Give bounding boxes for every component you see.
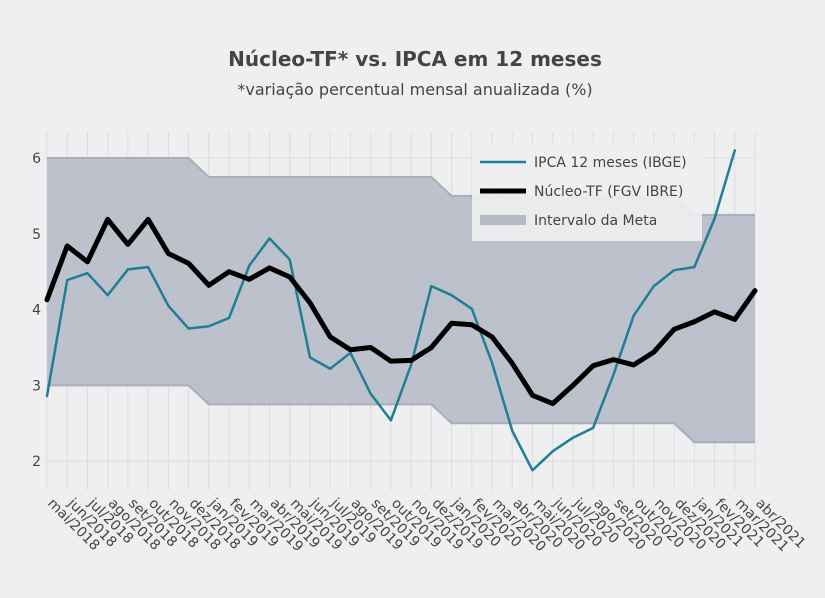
legend-label-ipca: IPCA 12 meses (IBGE) (534, 155, 687, 171)
data-point-0 (471, 308, 473, 310)
data-point-1 (410, 359, 412, 361)
data-point-1 (714, 311, 716, 313)
data-point-1 (309, 302, 311, 304)
data-point-0 (491, 362, 493, 364)
data-point-1 (66, 245, 68, 247)
data-point-1 (147, 218, 149, 220)
data-point-1 (653, 351, 655, 353)
data-point-0 (552, 450, 554, 452)
y-axis: 2 3 4 5 6 (32, 151, 41, 470)
data-point-1 (673, 328, 675, 330)
data-point-1 (592, 365, 594, 367)
chart-title: Núcleo-TF* vs. IPCA em 12 meses (228, 47, 602, 71)
y-tick-label: 2 (32, 454, 41, 470)
data-point-0 (633, 315, 635, 317)
data-point-0 (390, 419, 392, 421)
data-point-0 (208, 325, 210, 327)
data-point-1 (511, 362, 513, 364)
data-point-0 (370, 393, 372, 395)
data-point-0 (430, 285, 432, 287)
data-point-1 (188, 262, 190, 264)
data-point-1 (693, 321, 695, 323)
data-point-1 (370, 347, 372, 348)
data-point-0 (228, 317, 230, 319)
data-point-0 (248, 265, 250, 267)
data-point-0 (592, 427, 594, 429)
data-point-0 (188, 328, 190, 330)
data-point-1 (754, 290, 756, 292)
series-line-1 (44, 216, 758, 407)
data-point-0 (612, 374, 614, 376)
y-tick-label: 5 (32, 227, 41, 243)
data-point-1 (167, 253, 169, 255)
data-point-1 (491, 336, 493, 338)
data-point-1 (572, 384, 574, 386)
data-point-1 (46, 299, 48, 301)
legend: IPCA 12 meses (IBGE) Núcleo-TF (FGV IBRE… (472, 143, 702, 241)
series-lines (44, 149, 758, 472)
chart-subtitle: *variação percentual mensal anualizada (… (237, 80, 592, 99)
y-tick-label: 6 (32, 151, 41, 167)
data-point-0 (531, 469, 533, 471)
data-point-1 (269, 267, 271, 269)
data-point-1 (86, 261, 88, 263)
data-point-0 (66, 279, 68, 281)
data-point-1 (430, 347, 432, 348)
data-point-1 (531, 394, 533, 396)
data-point-0 (673, 269, 675, 271)
y-tick-label: 3 (32, 378, 41, 394)
data-point-0 (127, 268, 129, 270)
data-point-1 (451, 322, 453, 324)
legend-label-nucleo: Núcleo-TF (FGV IBRE) (534, 184, 683, 200)
data-point-0 (734, 149, 736, 151)
data-point-0 (86, 272, 88, 274)
data-point-0 (46, 395, 48, 397)
data-point-0 (329, 368, 331, 370)
data-point-1 (329, 336, 331, 338)
data-point-0 (269, 237, 271, 239)
data-point-0 (147, 266, 149, 268)
data-point-1 (228, 271, 230, 273)
data-point-0 (410, 364, 412, 366)
data-point-1 (289, 276, 291, 278)
data-point-0 (309, 356, 311, 358)
data-point-1 (612, 359, 614, 361)
data-point-0 (653, 285, 655, 287)
data-point-0 (693, 266, 695, 268)
data-point-1 (633, 364, 635, 366)
data-point-0 (714, 218, 716, 220)
data-point-0 (289, 259, 291, 261)
data-point-0 (572, 437, 574, 439)
data-point-1 (248, 278, 250, 280)
data-point-1 (390, 360, 392, 362)
data-point-0 (451, 294, 453, 296)
data-point-1 (107, 218, 109, 220)
data-point-1 (471, 324, 473, 326)
data-point-0 (107, 294, 109, 296)
data-point-1 (734, 318, 736, 320)
legend-label-band: Intervalo da Meta (534, 213, 657, 229)
data-point-0 (167, 305, 169, 307)
data-point-1 (349, 349, 351, 351)
data-point-1 (208, 284, 210, 286)
x-axis: mai/2018jun/2018jul/2018ago/2018set/2018… (44, 495, 808, 555)
y-tick-label: 4 (32, 303, 41, 319)
data-point-1 (127, 243, 129, 245)
data-point-0 (349, 352, 351, 354)
data-point-0 (511, 430, 513, 432)
data-point-1 (552, 403, 554, 405)
band-lower-edge (47, 384, 755, 444)
